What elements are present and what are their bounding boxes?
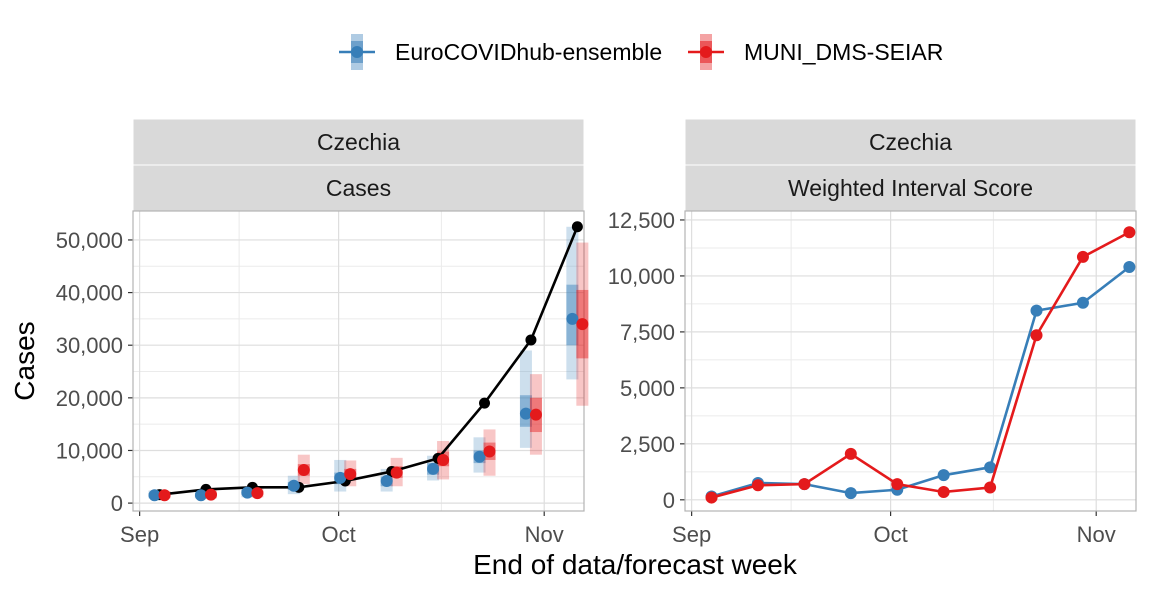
y-tick-label: 2,500 <box>620 432 675 457</box>
strip-top-label: Czechia <box>317 129 400 155</box>
forecast-median-point <box>251 487 264 500</box>
forecast-median-point <box>519 407 532 420</box>
y-tick-label: 10,000 <box>56 438 123 463</box>
forecast-median-point <box>483 445 496 458</box>
interval-90 <box>566 226 579 380</box>
score-point <box>1030 329 1043 342</box>
interval-90 <box>519 350 532 448</box>
forecast-median-point <box>334 471 347 484</box>
strip-bottom-label: Weighted Interval Score <box>788 175 1033 201</box>
strip-top-label: Czechia <box>869 129 952 155</box>
forecast-median-point <box>473 450 486 463</box>
panel-border <box>132 210 585 512</box>
strip-top <box>132 118 585 166</box>
observed-point <box>571 221 583 233</box>
score-point <box>1076 250 1089 263</box>
legend-key <box>688 34 724 70</box>
strip-bottom-label: Cases <box>326 175 391 201</box>
x-tick-label: Sep <box>672 522 711 547</box>
score-line-MUNI_DMS-SEIAR <box>711 231 1130 499</box>
y-tick-label: 10,000 <box>608 264 675 289</box>
legend-key <box>339 34 375 70</box>
panel-border <box>684 210 1137 512</box>
x-axis-title: End of data/forecast week <box>473 549 798 580</box>
legend-key-point <box>700 46 712 58</box>
strip-top <box>684 118 1137 166</box>
score-point <box>705 491 718 504</box>
score-point <box>891 478 904 491</box>
y-tick-label: 12,500 <box>608 208 675 233</box>
y-tick-label: 50,000 <box>56 228 123 253</box>
observed-line <box>159 226 579 496</box>
score-point <box>984 481 997 494</box>
legend: EuroCOVIDhub-ensemble MUNI_DMS-SEIAR <box>339 34 943 70</box>
x-tick-label: Nov <box>525 522 564 547</box>
forecast-median-point <box>204 488 217 501</box>
major-gridlines <box>685 211 1136 511</box>
y-tick-label: 20,000 <box>56 386 123 411</box>
forecast-median-point <box>566 312 579 325</box>
x-tick-label: Oct <box>873 522 907 547</box>
forecast-median-point <box>297 463 310 476</box>
y-axis-title: Cases <box>9 321 40 400</box>
forecast-median-point <box>390 466 403 479</box>
y-tick-label: 0 <box>663 488 675 513</box>
score-point <box>751 479 764 492</box>
y-tick-label: 7,500 <box>620 320 675 345</box>
panel-cases: Czechia Cases 0 10,000 20,000 30,000 40,000 50,… <box>56 118 589 547</box>
forecast-median-point <box>241 486 254 499</box>
y-tick-label: 40,000 <box>56 281 123 306</box>
score-point <box>798 478 811 491</box>
x-tick-label: Nov <box>1077 522 1116 547</box>
legend-key-point <box>351 46 363 58</box>
forecast-median-point <box>344 468 357 481</box>
forecast-median-point <box>529 408 542 421</box>
legend-label: MUNI_DMS-SEIAR <box>744 39 943 65</box>
plot-background <box>133 211 584 511</box>
observed-point <box>525 334 537 346</box>
strip-bottom <box>684 164 1137 212</box>
score-point <box>937 469 950 482</box>
forecast-median-point <box>427 462 440 475</box>
score-point <box>844 487 857 500</box>
score-point <box>984 461 997 474</box>
score-point <box>1076 296 1089 309</box>
forecast-median-point <box>148 489 161 502</box>
score-point <box>1123 260 1136 273</box>
y-tick-label: 5,000 <box>620 376 675 401</box>
major-gridlines <box>133 211 584 511</box>
y-tick-label: 0 <box>111 491 123 516</box>
forecast-median-point <box>287 479 300 492</box>
forecast-median-point <box>380 475 393 487</box>
score-point <box>937 485 950 498</box>
strip-bottom <box>132 164 585 212</box>
plot-background <box>685 211 1136 511</box>
y-tick-label: 30,000 <box>56 333 123 358</box>
score-point <box>1030 304 1043 317</box>
legend-label: EuroCOVIDhub-ensemble <box>395 39 662 65</box>
observed-point <box>479 397 491 409</box>
forecast-median-point <box>437 453 450 466</box>
score-point <box>1123 226 1136 239</box>
x-tick-label: Sep <box>120 522 159 547</box>
x-tick-label: Oct <box>321 522 355 547</box>
score-point <box>844 447 857 460</box>
minor-gridlines <box>685 211 1136 511</box>
forecast-median-point <box>576 318 589 331</box>
forecast-median-point <box>158 489 171 502</box>
panel-wis: Czechia Weighted Interval Score 0 2,500 5,00… <box>608 118 1137 547</box>
forecast-median-point <box>194 489 207 502</box>
